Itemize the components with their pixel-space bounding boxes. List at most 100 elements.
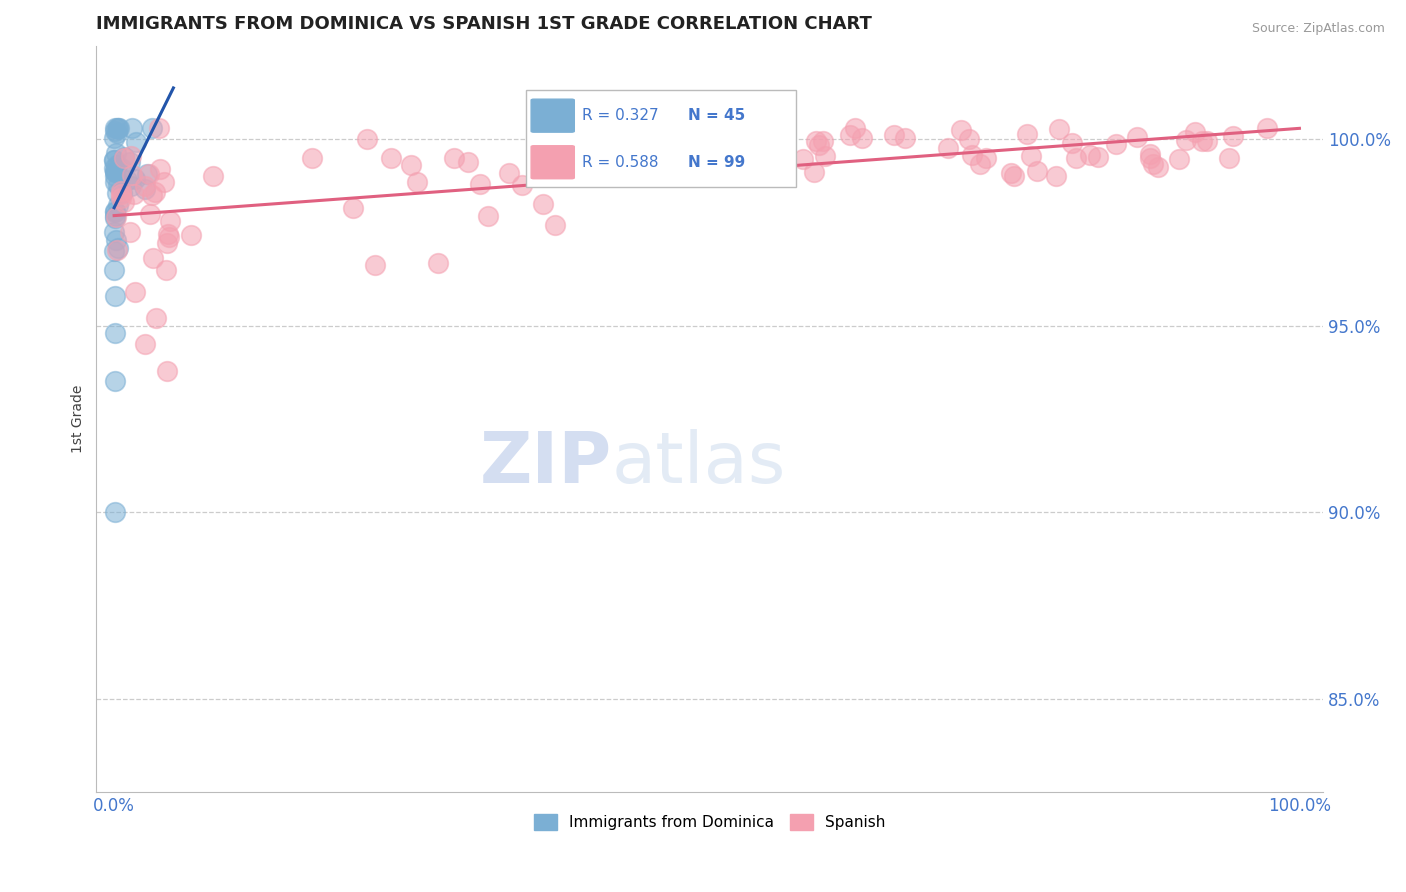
Point xyxy=(1218,151,1240,165)
Point xyxy=(134,178,156,193)
Point xyxy=(180,227,202,242)
Point xyxy=(104,164,127,178)
Point xyxy=(104,145,127,160)
Point xyxy=(145,185,167,199)
Point xyxy=(974,151,997,165)
Point xyxy=(713,162,735,177)
Point xyxy=(124,285,146,299)
Point xyxy=(364,258,387,272)
Point xyxy=(104,203,127,218)
Point xyxy=(661,122,683,136)
Point xyxy=(122,187,145,202)
Point xyxy=(103,262,125,277)
Point xyxy=(103,244,125,258)
Legend: Immigrants from Dominica, Spanish: Immigrants from Dominica, Spanish xyxy=(529,808,891,837)
Point xyxy=(738,146,761,161)
Point xyxy=(145,311,167,326)
Point xyxy=(1256,120,1278,135)
Point xyxy=(1142,157,1164,171)
Point xyxy=(120,148,142,162)
Point xyxy=(121,168,143,182)
Point xyxy=(1222,129,1244,144)
Point xyxy=(814,149,837,163)
Point xyxy=(1026,164,1049,178)
Text: atlas: atlas xyxy=(612,429,786,498)
Point xyxy=(107,178,129,192)
Point xyxy=(118,154,141,169)
Point xyxy=(105,164,128,178)
Point xyxy=(1047,122,1070,136)
Point xyxy=(103,153,125,167)
Point xyxy=(148,120,170,135)
Point xyxy=(1087,150,1109,164)
Point xyxy=(301,151,323,165)
Point xyxy=(477,209,499,223)
Point xyxy=(543,218,565,232)
Point xyxy=(112,195,135,210)
Point xyxy=(103,153,125,167)
Point xyxy=(356,132,378,146)
Point xyxy=(1191,134,1213,148)
Point xyxy=(104,288,127,302)
Point xyxy=(135,167,157,181)
Point xyxy=(157,230,180,244)
Point xyxy=(1080,148,1102,162)
Point xyxy=(141,120,163,135)
Point xyxy=(380,151,402,165)
Point xyxy=(936,141,959,155)
Point xyxy=(1184,125,1206,139)
Point xyxy=(104,234,127,248)
Point xyxy=(103,210,125,224)
Point xyxy=(202,169,225,184)
Point xyxy=(510,178,533,192)
Point xyxy=(803,165,825,179)
Point xyxy=(110,187,132,202)
Point xyxy=(883,128,905,143)
Point xyxy=(681,134,703,148)
Point xyxy=(142,252,165,266)
Point xyxy=(531,120,554,135)
Point xyxy=(534,139,557,153)
Point xyxy=(103,130,125,145)
Point xyxy=(804,134,827,148)
Point xyxy=(851,130,873,145)
Point xyxy=(969,157,991,171)
Point xyxy=(112,150,135,164)
Point xyxy=(1000,165,1022,179)
Point xyxy=(426,256,449,270)
Point xyxy=(104,169,127,183)
Point xyxy=(149,161,172,176)
Point xyxy=(762,149,785,163)
Point xyxy=(1126,130,1149,145)
Point xyxy=(112,151,135,165)
Point xyxy=(659,148,682,162)
Point xyxy=(457,155,479,169)
Point xyxy=(110,161,132,176)
Point xyxy=(1147,160,1170,174)
Point xyxy=(107,126,129,140)
Text: ZIP: ZIP xyxy=(479,429,612,498)
Point xyxy=(111,186,134,200)
Point xyxy=(1045,169,1067,183)
Point xyxy=(105,210,128,224)
Point xyxy=(110,184,132,198)
Point xyxy=(957,132,980,146)
Point xyxy=(121,120,143,135)
Text: IMMIGRANTS FROM DOMINICA VS SPANISH 1ST GRADE CORRELATION CHART: IMMIGRANTS FROM DOMINICA VS SPANISH 1ST … xyxy=(97,15,872,33)
Point xyxy=(894,131,917,145)
Point xyxy=(156,236,179,251)
Point xyxy=(120,225,142,239)
Point xyxy=(741,158,763,172)
Point xyxy=(105,158,128,172)
Point xyxy=(124,135,146,149)
Point xyxy=(110,190,132,204)
Point xyxy=(498,166,520,180)
Point xyxy=(138,167,160,181)
Point xyxy=(792,152,814,166)
Point xyxy=(1060,136,1083,150)
Point xyxy=(443,151,465,165)
Point xyxy=(120,178,142,193)
Point xyxy=(103,211,125,226)
Point xyxy=(1066,151,1088,165)
Point xyxy=(1139,146,1161,161)
